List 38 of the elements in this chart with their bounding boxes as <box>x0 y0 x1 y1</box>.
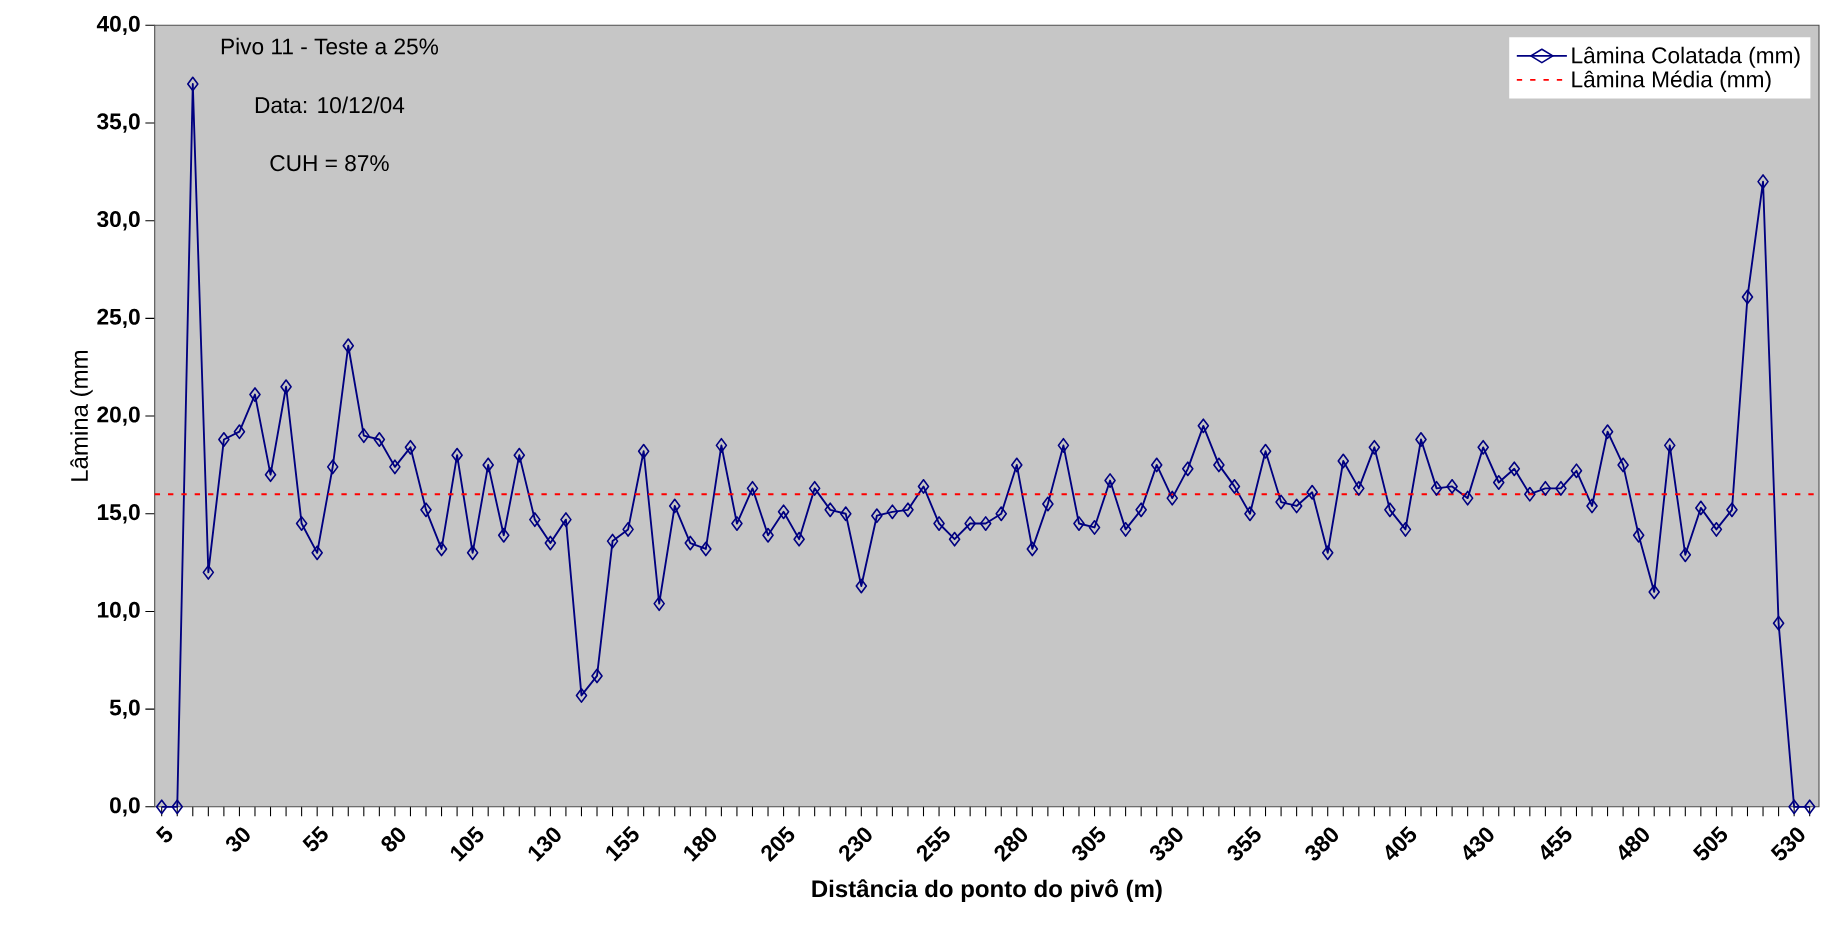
annotation: Data: 10/12/04 <box>255 96 405 114</box>
x-tick-label: 5 <box>155 825 173 843</box>
x-axis-title: Distância do ponto do pivô (m) <box>812 879 1162 902</box>
x-tick-label: 280 <box>994 827 1028 862</box>
y-tick-label: 15,0 <box>97 504 140 524</box>
legend-label: Lâmina Média (mm) <box>1572 70 1771 92</box>
y-axis-title: Lâmina (mm <box>70 350 93 481</box>
x-tick-label: 430 <box>1463 827 1494 861</box>
x-tick-label: 455 <box>1540 825 1572 860</box>
y-tick-label: 25,0 <box>97 308 140 328</box>
y-tick-label: 35,0 <box>97 113 140 133</box>
x-tick-label: 230 <box>839 827 872 862</box>
annotation: CUH = 87% <box>270 155 389 172</box>
x-tick-label: 180 <box>684 827 717 862</box>
annotation: Pivo 11 - Teste a 25% <box>221 37 439 55</box>
y-tick-label: 5,0 <box>109 699 140 719</box>
x-tick-label: 405 <box>1385 825 1417 861</box>
y-tick-label: 40,0 <box>96 15 140 35</box>
x-tick-label: 305 <box>1072 825 1106 861</box>
legend-label: Lâmina Colatada (mm) <box>1572 46 1800 68</box>
y-tick-label: 0,0 <box>110 797 140 817</box>
x-tick-label: 255 <box>916 825 950 862</box>
x-tick-label: 130 <box>528 827 561 862</box>
x-tick-label: 355 <box>1227 825 1261 861</box>
y-tick-label: 10,0 <box>97 601 140 622</box>
x-tick-label: 480 <box>1618 827 1649 861</box>
y-tick-label: 20,0 <box>97 406 140 426</box>
x-tick-label: 30 <box>226 827 250 852</box>
x-tick-label: 505 <box>1692 825 1728 861</box>
y-tick-label: 30,0 <box>97 210 140 231</box>
x-tick-label: 80 <box>381 827 406 852</box>
x-tick-label: 330 <box>1149 827 1183 861</box>
x-tick-label: 55 <box>302 825 328 852</box>
x-tick-label: 155 <box>606 825 639 862</box>
x-tick-label: 205 <box>761 825 795 862</box>
x-tick-label: 530 <box>1770 827 1805 861</box>
x-tick-label: 380 <box>1305 827 1338 861</box>
x-tick-label: 105 <box>450 825 484 862</box>
